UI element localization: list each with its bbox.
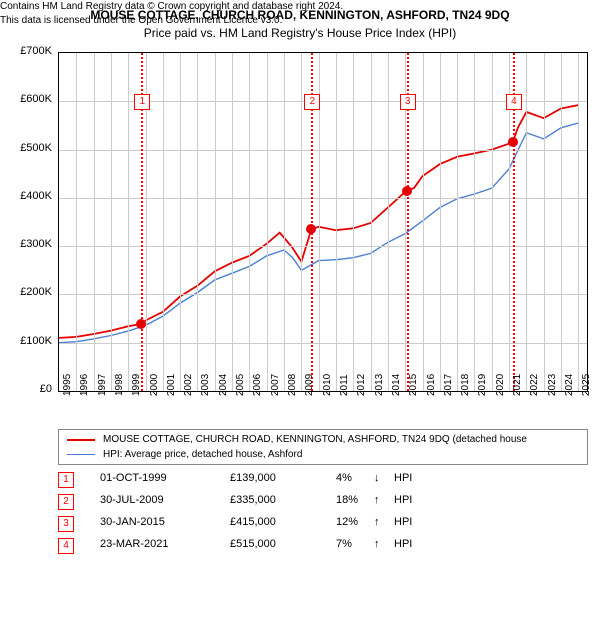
- xtick-label: 2024: [564, 374, 575, 396]
- table-cell-n: 3: [58, 516, 74, 532]
- ytick-label: £200K: [0, 286, 52, 298]
- legend-entry: HPI: Average price, detached house, Ashf…: [67, 449, 302, 460]
- xtick-label: 2007: [270, 374, 281, 396]
- xtick-label: 2006: [252, 374, 263, 396]
- event-label-box: 4: [506, 94, 522, 110]
- table-cell-date: 01-OCT-1999: [100, 472, 210, 484]
- xtick-label: 2002: [183, 374, 194, 396]
- ytick-label: £100K: [0, 335, 52, 347]
- xtick-label: 2016: [426, 374, 437, 396]
- event-label-box: 3: [400, 94, 416, 110]
- table-cell-arrow: ↑: [374, 516, 392, 528]
- legend: MOUSE COTTAGE, CHURCH ROAD, KENNINGTON, …: [58, 429, 588, 465]
- xtick-label: 2011: [339, 374, 350, 396]
- legend-entry: MOUSE COTTAGE, CHURCH ROAD, KENNINGTON, …: [67, 434, 527, 445]
- ytick-label: £600K: [0, 93, 52, 105]
- xtick-label: 1996: [79, 374, 90, 396]
- xtick-label: 2013: [374, 374, 385, 396]
- xtick-label: 2014: [391, 374, 402, 396]
- xtick-label: 1998: [114, 374, 125, 396]
- legend-label: MOUSE COTTAGE, CHURCH ROAD, KENNINGTON, …: [103, 434, 527, 445]
- xtick-label: 2015: [408, 374, 419, 396]
- table-cell-n: 4: [58, 538, 74, 554]
- table-cell-price: £515,000: [230, 538, 308, 550]
- table-cell-hpi: HPI: [394, 516, 424, 528]
- legend-swatch: [67, 439, 95, 441]
- table-cell-arrow: ↑: [374, 494, 392, 506]
- event-label-box: 1: [134, 94, 150, 110]
- legend-label: HPI: Average price, detached house, Ashf…: [103, 449, 302, 460]
- chart-title: MOUSE COTTAGE, CHURCH ROAD, KENNINGTON, …: [0, 8, 600, 22]
- xtick-label: 2010: [322, 374, 333, 396]
- table-cell-date: 23-MAR-2021: [100, 538, 210, 550]
- xtick-label: 2023: [547, 374, 558, 396]
- xtick-label: 2004: [218, 374, 229, 396]
- table-cell-price: £139,000: [230, 472, 308, 484]
- ytick-label: £700K: [0, 45, 52, 57]
- chart-subtitle: Price paid vs. HM Land Registry's House …: [0, 26, 600, 40]
- table-cell-n: 1: [58, 472, 74, 488]
- xtick-label: 2003: [200, 374, 211, 396]
- xtick-label: 2019: [477, 374, 488, 396]
- xtick-label: 2012: [356, 374, 367, 396]
- xtick-label: 2009: [304, 374, 315, 396]
- ytick-label: £500K: [0, 142, 52, 154]
- xtick-label: 2005: [235, 374, 246, 396]
- xtick-label: 2020: [495, 374, 506, 396]
- event-label-box: 2: [304, 94, 320, 110]
- table-cell-hpi: HPI: [394, 472, 424, 484]
- table-cell-hpi: HPI: [394, 538, 424, 550]
- xtick-label: 2017: [443, 374, 454, 396]
- table-cell-price: £335,000: [230, 494, 308, 506]
- ytick-label: £400K: [0, 190, 52, 202]
- xtick-label: 1995: [62, 374, 73, 396]
- xtick-label: 2021: [512, 374, 523, 396]
- table-cell-price: £415,000: [230, 516, 308, 528]
- table-cell-n: 2: [58, 494, 74, 510]
- xtick-label: 1999: [131, 374, 142, 396]
- table-cell-arrow: ↓: [374, 472, 392, 484]
- xtick-label: 2022: [529, 374, 540, 396]
- figure: { "title": "MOUSE COTTAGE, CHURCH ROAD, …: [0, 0, 600, 620]
- table-cell-date: 30-JAN-2015: [100, 516, 210, 528]
- xtick-label: 2025: [581, 374, 592, 396]
- ytick-label: £300K: [0, 238, 52, 250]
- xtick-label: 2008: [287, 374, 298, 396]
- xtick-label: 2018: [460, 374, 471, 396]
- xtick-label: 2000: [149, 374, 160, 396]
- ytick-label: £0: [0, 383, 52, 395]
- xtick-label: 1997: [97, 374, 108, 396]
- table-cell-date: 30-JUL-2009: [100, 494, 210, 506]
- table-cell-hpi: HPI: [394, 494, 424, 506]
- event-marker: [402, 186, 412, 196]
- xtick-label: 2001: [166, 374, 177, 396]
- legend-swatch: [67, 454, 95, 455]
- table-cell-arrow: ↑: [374, 538, 392, 550]
- plot-area: 1 2 3 4: [58, 52, 588, 392]
